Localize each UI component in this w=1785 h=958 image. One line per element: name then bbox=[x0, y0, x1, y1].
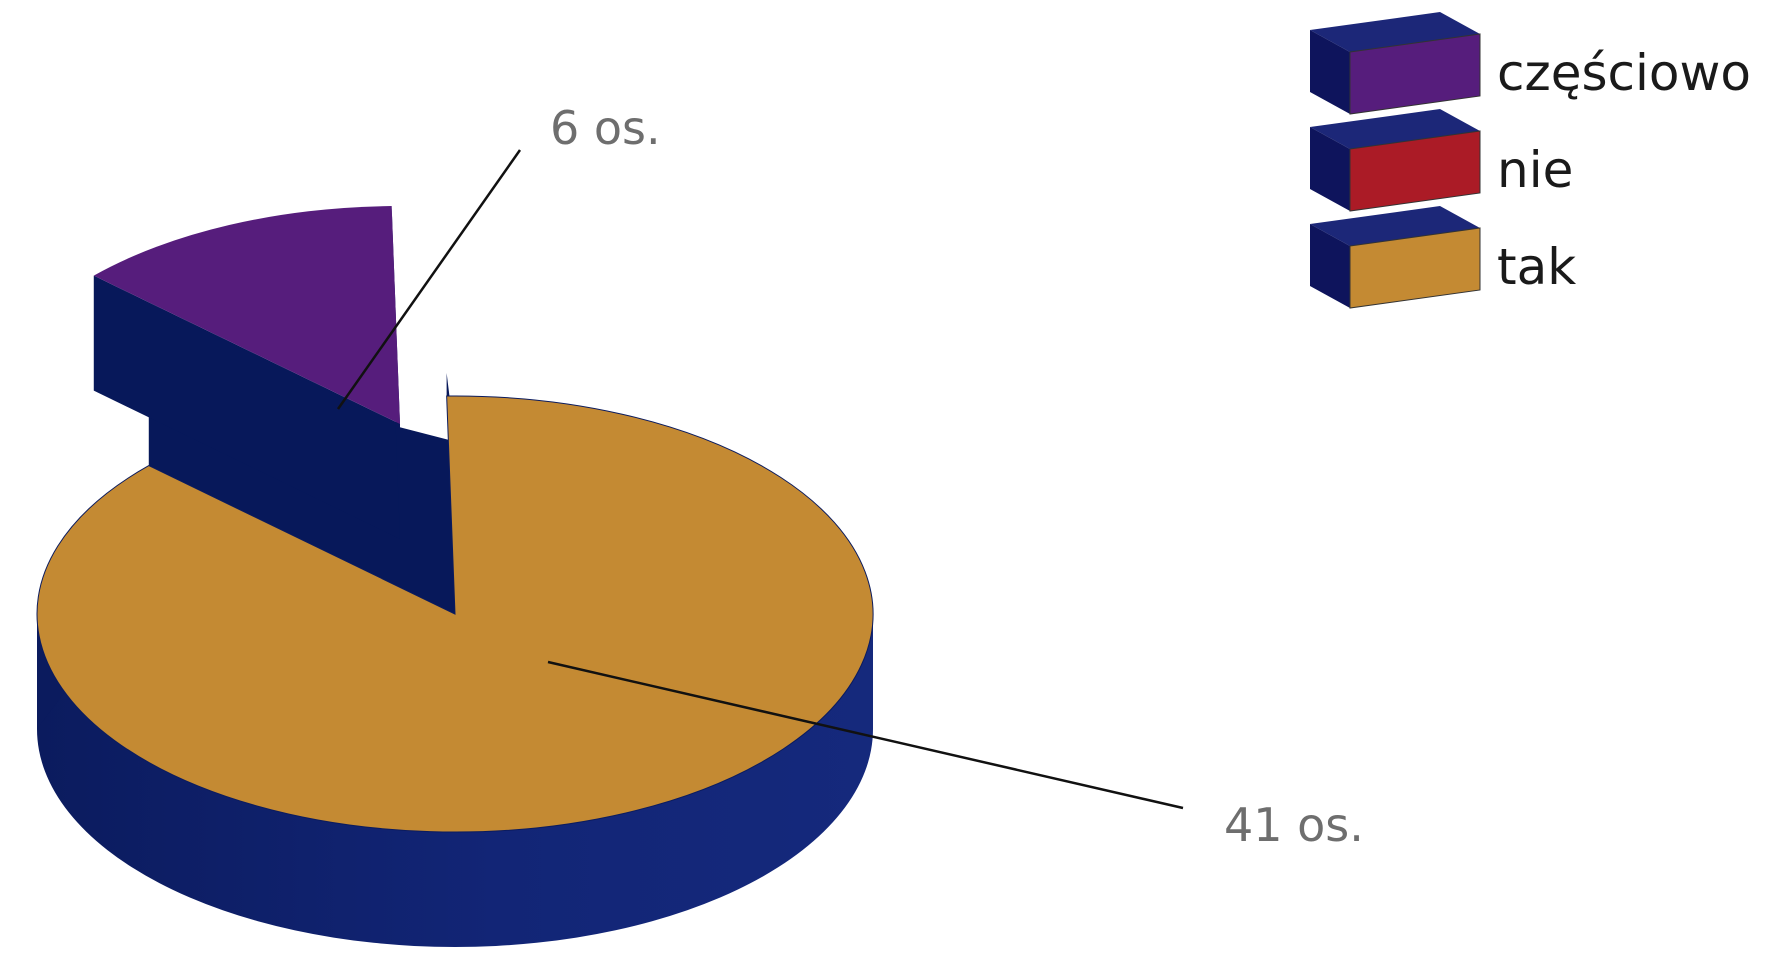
leader-line-tak bbox=[547, 660, 1184, 810]
legend-swatch bbox=[1349, 227, 1481, 309]
legend-swatch-top bbox=[1310, 12, 1480, 52]
legend-swatch bbox=[1349, 33, 1481, 115]
slice-czesciowo bbox=[93, 206, 401, 424]
legend-swatch-side bbox=[1310, 224, 1350, 308]
legend-swatch-top bbox=[1310, 206, 1480, 246]
legend-swatch-side bbox=[1310, 127, 1350, 211]
slice-tak bbox=[36, 395, 874, 833]
legend-label: nie bbox=[1497, 141, 1573, 199]
pie-layer bbox=[36, 206, 874, 947]
data-labels: 6 os. 41 os. bbox=[550, 101, 1364, 852]
legend-label: częściowo bbox=[1497, 44, 1751, 102]
leader-line-czesciowo bbox=[336, 149, 522, 410]
slice-side-czesciowo bbox=[93, 275, 401, 539]
legend-swatch bbox=[1349, 130, 1481, 212]
data-label-tak: 41 os. bbox=[1224, 798, 1364, 852]
data-label-czesciowo: 6 os. bbox=[550, 101, 661, 155]
legend-swatch-side bbox=[1310, 30, 1350, 114]
leader-lines bbox=[336, 149, 1184, 810]
legend-item-nie: nie bbox=[1310, 109, 1573, 212]
legend-item-czesciowo: częściowo bbox=[1310, 12, 1751, 115]
slice-side-tak bbox=[37, 614, 873, 947]
legend-item-tak: tak bbox=[1310, 206, 1576, 309]
legend: częściowo nie tak bbox=[1310, 12, 1751, 309]
legend-swatch-top bbox=[1310, 109, 1480, 149]
legend-label: tak bbox=[1497, 238, 1576, 296]
